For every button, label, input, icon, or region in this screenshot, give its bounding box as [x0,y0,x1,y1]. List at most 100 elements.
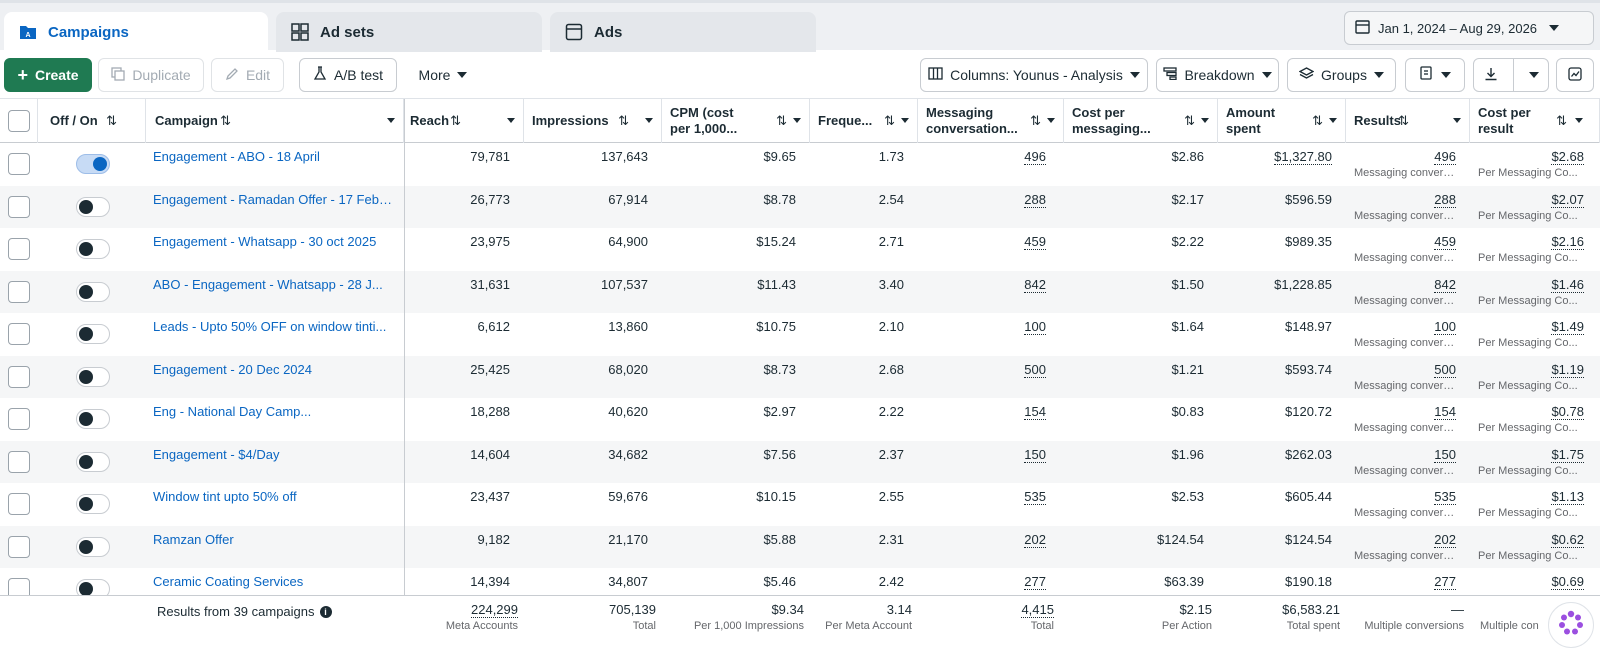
select-all-checkbox[interactable] [8,110,30,132]
results-value[interactable]: 842 [1434,276,1456,293]
header-cpm[interactable]: CPM (cost per 1,000... ⇅ [662,99,810,143]
header-reach[interactable]: Reach ⇅ [404,99,524,143]
campaign-name-link[interactable]: Engagement - 20 Dec 2024 [153,361,312,377]
campaign-toggle[interactable] [76,324,110,344]
table-row[interactable]: Eng - National Day Camp... 18,288 40,620 $2… [0,398,1600,440]
campaign-name-link[interactable]: Engagement - ABO - 18 April [153,149,320,164]
campaign-toggle[interactable] [76,239,110,259]
table-row[interactable]: Engagement - 20 Dec 2024 25,425 68,020 $8.7… [0,355,1600,398]
campaign-toggle[interactable] [76,281,110,302]
campaign-toggle[interactable] [76,366,110,387]
header-cost-messaging[interactable]: Cost per messaging... ⇅ [1064,99,1218,143]
cost-result-value[interactable]: $1.19 [1551,361,1584,378]
header-onoff[interactable]: Off / On ⇅ [38,99,146,143]
export-button[interactable] [1473,58,1549,92]
tab-ad-sets[interactable]: Ad sets [276,12,542,52]
charts-button[interactable] [1556,58,1594,92]
campaign-name-link[interactable]: Ramzan Offer [153,531,234,547]
cost-result-value[interactable]: $1.46 [1551,276,1584,293]
row-checkbox[interactable] [8,153,30,175]
table-row[interactable]: Ramzan Offer 9,182 21,170 $5.88 2.31 202 $124.… [0,525,1600,568]
messaging-value[interactable]: 277 [1024,574,1046,590]
campaign-name-link[interactable]: Engagement - Whatsapp - 30 oct 2025 [153,234,377,249]
header-frequency[interactable]: Freque... ⇅ [810,99,918,143]
cost-result-value[interactable]: $2.07 [1551,191,1584,208]
results-value[interactable]: 288 [1434,191,1456,208]
row-checkbox[interactable] [8,280,30,303]
cost-result-value[interactable]: $0.78 [1551,404,1584,420]
campaign-toggle[interactable] [76,154,110,174]
messaging-value[interactable]: 500 [1024,361,1046,378]
table-row[interactable]: Ceramic Coating Services 14,394 34,807 $5.4… [0,568,1600,610]
header-amount-spent[interactable]: Amount spent ⇅ [1218,99,1346,143]
row-checkbox[interactable] [8,493,30,515]
results-value[interactable]: 150 [1434,446,1456,463]
edit-button[interactable]: Edit [211,58,284,92]
row-checkbox[interactable] [8,238,30,260]
campaign-name-link[interactable]: Eng - National Day Camp... [153,404,312,419]
header-impressions[interactable]: Impressions ⇅ [524,99,662,143]
messaging-value[interactable]: 842 [1024,276,1046,293]
more-button[interactable]: More [404,58,482,92]
ab-test-button[interactable]: A/B test [299,58,397,92]
results-value[interactable]: 100 [1434,319,1456,335]
header-messaging[interactable]: Messaging conversation... ⇅ [918,99,1064,143]
info-icon[interactable]: i [319,605,332,618]
messaging-value[interactable]: 150 [1024,446,1046,463]
header-results[interactable]: Results ⇅ [1346,99,1470,143]
results-value[interactable]: 277 [1434,574,1456,590]
campaign-toggle[interactable] [76,196,110,217]
campaign-name-link[interactable]: Engagement - Ramadan Offer - 17 Feb ... [153,191,393,207]
results-value[interactable]: 202 [1434,531,1456,548]
cost-result-value[interactable]: $2.16 [1551,234,1584,250]
campaign-toggle[interactable] [76,494,110,514]
table-row[interactable]: ABO - Engagement - Whatsapp - 28 J... 31,… [0,270,1600,313]
duplicate-button[interactable]: Duplicate [98,58,204,92]
header-cost-result[interactable]: Cost per result ⇅ [1470,99,1600,143]
reports-button[interactable] [1405,58,1465,92]
row-checkbox[interactable] [8,365,30,388]
tab-campaigns[interactable]: A Campaigns [4,12,268,52]
cost-result-value[interactable]: $1.75 [1551,446,1584,463]
messaging-value[interactable]: 459 [1024,234,1046,250]
results-value[interactable]: 459 [1434,234,1456,250]
campaign-toggle[interactable] [76,536,110,557]
campaign-name-link[interactable]: Window tint upto 50% off [153,489,297,504]
tab-ads[interactable]: Ads [550,12,816,52]
campaign-toggle[interactable] [76,451,110,472]
breakdown-button[interactable]: Breakdown [1156,58,1279,92]
table-row[interactable]: Window tint upto 50% off 23,437 59,676 $10.… [0,483,1600,525]
campaign-name-link[interactable]: ABO - Engagement - Whatsapp - 28 J... [153,276,383,292]
campaign-toggle[interactable] [76,409,110,429]
assistant-button[interactable] [1548,602,1594,648]
messaging-value[interactable]: 288 [1024,191,1046,208]
create-button[interactable]: + Create [4,58,92,92]
columns-button[interactable]: Columns: Younus - Analysis [920,58,1148,92]
results-value[interactable]: 154 [1434,404,1456,420]
table-row[interactable]: Engagement - $4/Day 14,604 34,682 $7.56 2.37… [0,440,1600,483]
cost-result-value[interactable]: $0.62 [1551,531,1584,548]
table-row[interactable]: Engagement - Whatsapp - 30 oct 2025 23,97… [0,228,1600,270]
campaign-name-link[interactable]: Ceramic Coating Services [153,574,304,589]
campaign-name-link[interactable]: Engagement - $4/Day [153,446,280,462]
row-checkbox[interactable] [8,195,30,218]
row-checkbox[interactable] [8,408,30,430]
messaging-value[interactable]: 202 [1024,531,1046,548]
row-checkbox[interactable] [8,535,30,558]
table-row[interactable]: Engagement - Ramadan Offer - 17 Feb ... 2… [0,185,1600,228]
cost-result-value[interactable]: $0.69 [1551,574,1584,590]
messaging-value[interactable]: 496 [1024,149,1046,165]
table-row[interactable]: Engagement - ABO - 18 April 79,781 137,643… [0,143,1600,185]
campaign-name-link[interactable]: Leads - Upto 50% OFF on window tinti... [153,319,387,334]
row-checkbox[interactable] [8,323,30,345]
date-range-picker[interactable]: Jan 1, 2024 – Aug 29, 2026 [1344,11,1594,45]
cost-result-value[interactable]: $1.49 [1551,319,1584,335]
messaging-value[interactable]: 154 [1024,404,1046,420]
results-value[interactable]: 535 [1434,489,1456,505]
results-value[interactable]: 500 [1434,361,1456,378]
groups-button[interactable]: Groups [1287,58,1396,92]
header-campaign[interactable]: Campaign ⇅ [146,99,404,143]
cost-result-value[interactable]: $2.68 [1551,149,1584,165]
cost-result-value[interactable]: $1.13 [1551,489,1584,505]
messaging-value[interactable]: 535 [1024,489,1046,505]
